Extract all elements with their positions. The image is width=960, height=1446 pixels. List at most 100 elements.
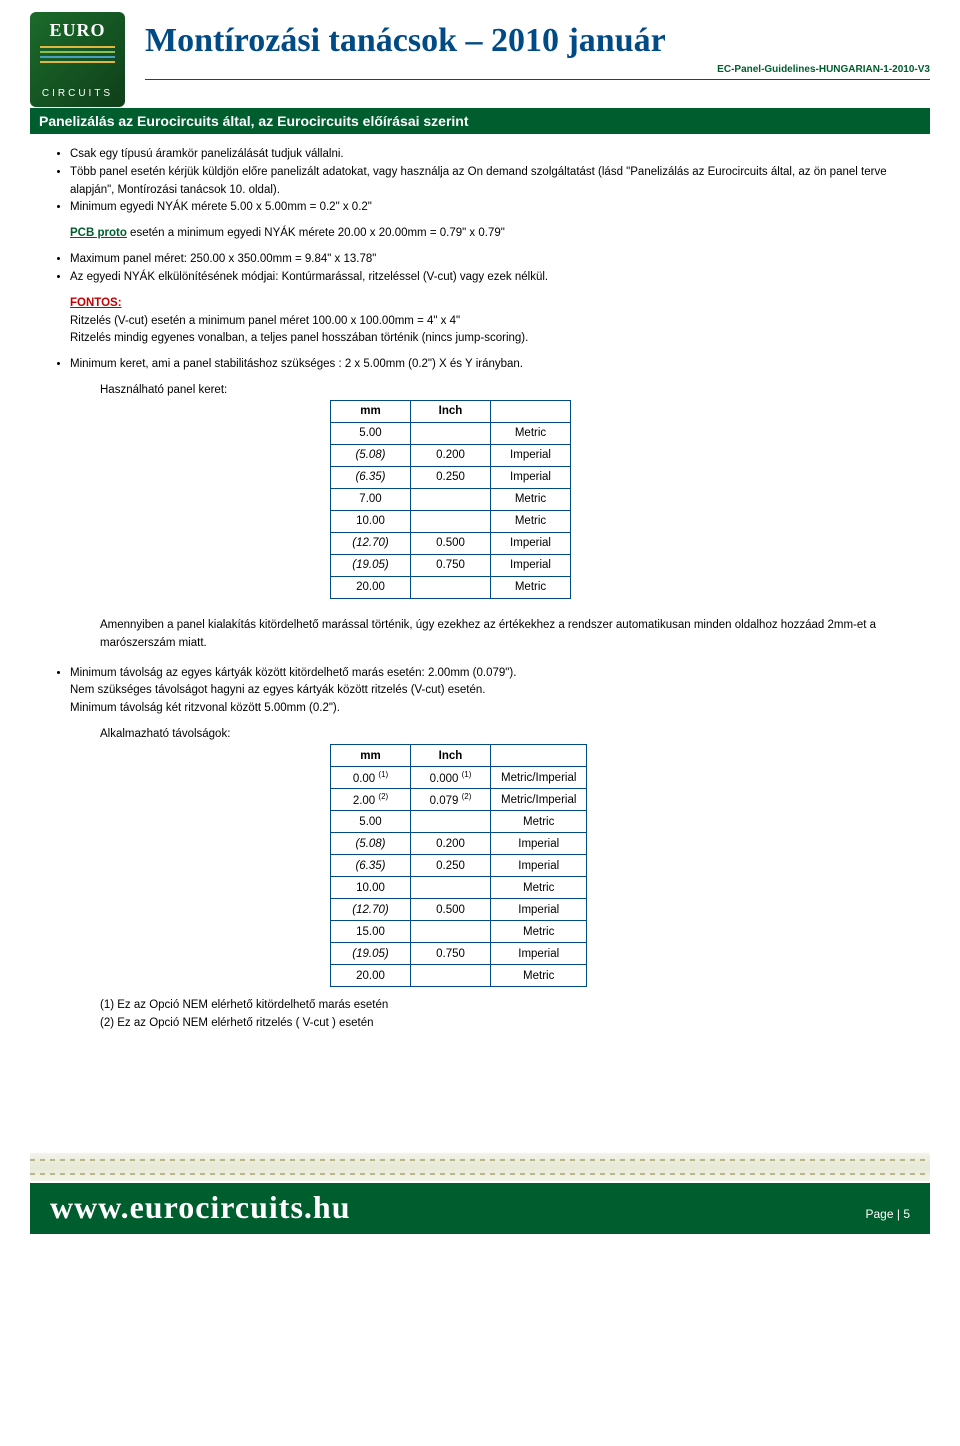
table-cell: Metric (491, 811, 587, 833)
table-cell: (6.35) (331, 466, 411, 488)
table-cell: 5.00 (331, 811, 411, 833)
table-cell: 10.00 (331, 877, 411, 899)
footer-page: Page | 5 (865, 1207, 910, 1221)
section-heading: Panelizálás az Eurocircuits által, az Eu… (30, 108, 930, 134)
distance-table: mm Inch 0.00 (1)0.000 (1)Metric/Imperial… (330, 744, 587, 987)
pcb-proto-link[interactable]: PCB proto (70, 227, 127, 239)
table-row: (5.08)0.200Imperial (331, 833, 587, 855)
table-cell: Imperial (491, 833, 587, 855)
frame-label: Használható panel keret: (100, 384, 930, 396)
doc-subtitle: EC-Panel-Guidelines-HUNGARIAN-1-2010-V3 (145, 64, 930, 75)
table-cell (411, 488, 491, 510)
table-cell (411, 510, 491, 532)
table-cell: 0.000 (1) (411, 767, 491, 789)
header: EURO CIRCUITS Montírozási tanácsok – 201… (30, 12, 930, 108)
table-cell: (12.70) (331, 532, 411, 554)
table-cell: 10.00 (331, 510, 411, 532)
bullet-text: Minimum egyedi NYÁK mérete 5.00 x 5.00mm… (70, 201, 372, 213)
table-row: 20.00 Metric (331, 576, 571, 598)
note-line: (2) Ez az Opció NEM elérhető ritzelés ( … (100, 1015, 930, 1033)
table-cell: Imperial (491, 444, 571, 466)
table-row: 5.00 Metric (331, 811, 587, 833)
table-cell: Metric (491, 921, 587, 943)
distance-label: Alkalmazható távolságok: (100, 728, 930, 740)
table-row: 20.00Metric (331, 965, 587, 987)
table-cell: Imperial (491, 943, 587, 965)
table-header: mm (331, 745, 411, 767)
bullet-item: Csak egy típusú áramkör panelizálását tu… (70, 146, 930, 164)
table-notes: (1) Ez az Opció NEM elérhető kitördelhet… (100, 997, 930, 1033)
table-cell: Metric/Imperial (491, 789, 587, 811)
table-cell: Metric (491, 510, 571, 532)
table-cell: Imperial (491, 466, 571, 488)
table-cell: Metric (491, 877, 587, 899)
table-cell (411, 811, 491, 833)
table-header (491, 745, 587, 767)
table-row: (12.70)0.500Imperial (331, 899, 587, 921)
table-row: 15.00Metric (331, 921, 587, 943)
title-divider (145, 79, 930, 80)
frame-table: mm Inch 5.00Metric(5.08)0.200Imperial(6.… (330, 400, 571, 599)
table-row: 2.00 (2)0.079 (2)Metric/Imperial (331, 789, 587, 811)
table-cell: Imperial (491, 532, 571, 554)
table-cell: 20.00 (331, 576, 411, 598)
table-cell: 7.00 (331, 488, 411, 510)
table-row: (12.70)0.500Imperial (331, 532, 571, 554)
table-cell (411, 422, 491, 444)
table-row: (19.05)0.750Imperial (331, 943, 587, 965)
doc-title: Montírozási tanácsok – 2010 január (145, 22, 930, 60)
logo: EURO CIRCUITS (30, 12, 125, 107)
table-row: 0.00 (1)0.000 (1)Metric/Imperial (331, 767, 587, 789)
table-cell: 0.750 (411, 554, 491, 576)
table-cell: Metric/Imperial (491, 767, 587, 789)
bullet-item: Az egyedi NYÁK elkülönítésének módjai: K… (70, 269, 930, 348)
bullet-item: Minimum keret, ami a panel stabilitáshoz… (70, 356, 930, 374)
table-cell: 0.500 (411, 532, 491, 554)
table-row: 5.00 Metric (331, 422, 571, 444)
table-cell: 5.00 (331, 422, 411, 444)
fontos-line: Ritzelés mindig egyenes vonalban, a telj… (70, 330, 930, 348)
after-table-paragraph: Amennyiben a panel kialakítás kitördelhe… (100, 617, 930, 653)
table-cell: (5.08) (331, 833, 411, 855)
fontos-label: FONTOS: (70, 297, 122, 309)
bullet-item: Minimum távolság az egyes kártyák között… (70, 665, 930, 718)
table-cell: 0.500 (411, 899, 491, 921)
table-header (491, 400, 571, 422)
table-cell: 20.00 (331, 965, 411, 987)
bullet-text: Az egyedi NYÁK elkülönítésének módjai: K… (70, 271, 548, 283)
table-row: (5.08)0.200Imperial (331, 444, 571, 466)
table-row: 10.00 Metric (331, 877, 587, 899)
bullet-item: Maximum panel méret: 250.00 x 350.00mm =… (70, 251, 930, 269)
table-cell: 0.200 (411, 833, 491, 855)
table-cell: 0.750 (411, 943, 491, 965)
logo-text-top: EURO (30, 20, 125, 41)
table-header: mm (331, 400, 411, 422)
table-cell: Imperial (491, 899, 587, 921)
table-cell: (6.35) (331, 855, 411, 877)
table-cell (411, 877, 491, 899)
table-row: 7.00 Metric (331, 488, 571, 510)
table-cell: 0.00 (1) (331, 767, 411, 789)
table-cell: 0.079 (2) (411, 789, 491, 811)
table-cell: 0.250 (411, 466, 491, 488)
table-cell: Metric (491, 422, 571, 444)
table-cell (411, 965, 491, 987)
logo-text-bottom: CIRCUITS (30, 88, 125, 99)
table-header: Inch (411, 745, 491, 767)
table-cell (411, 576, 491, 598)
bullet-item: Minimum egyedi NYÁK mérete 5.00 x 5.00mm… (70, 199, 930, 243)
table-row: (19.05)0.750Imperial (331, 554, 571, 576)
note-line: (1) Ez az Opció NEM elérhető kitördelhet… (100, 997, 930, 1015)
table-row: (6.35)0.250Imperial (331, 466, 571, 488)
bullet-text: Minimum távolság az egyes kártyák között… (70, 667, 516, 679)
bullet-item: Több panel esetén kérjük küldjön előre p… (70, 164, 930, 200)
footer-url: www.eurocircuits.hu (50, 1189, 351, 1226)
table-cell (411, 921, 491, 943)
bullet-text: Nem szükséges távolságot hagyni az egyes… (70, 684, 485, 696)
table-row: 10.00 Metric (331, 510, 571, 532)
footer: www.eurocircuits.hu Page | 5 (30, 1153, 930, 1234)
table-cell: (12.70) (331, 899, 411, 921)
table-cell: Metric (491, 576, 571, 598)
distance-bullet-list: Minimum távolság az egyes kártyák között… (70, 665, 930, 718)
table-cell: Metric (491, 488, 571, 510)
